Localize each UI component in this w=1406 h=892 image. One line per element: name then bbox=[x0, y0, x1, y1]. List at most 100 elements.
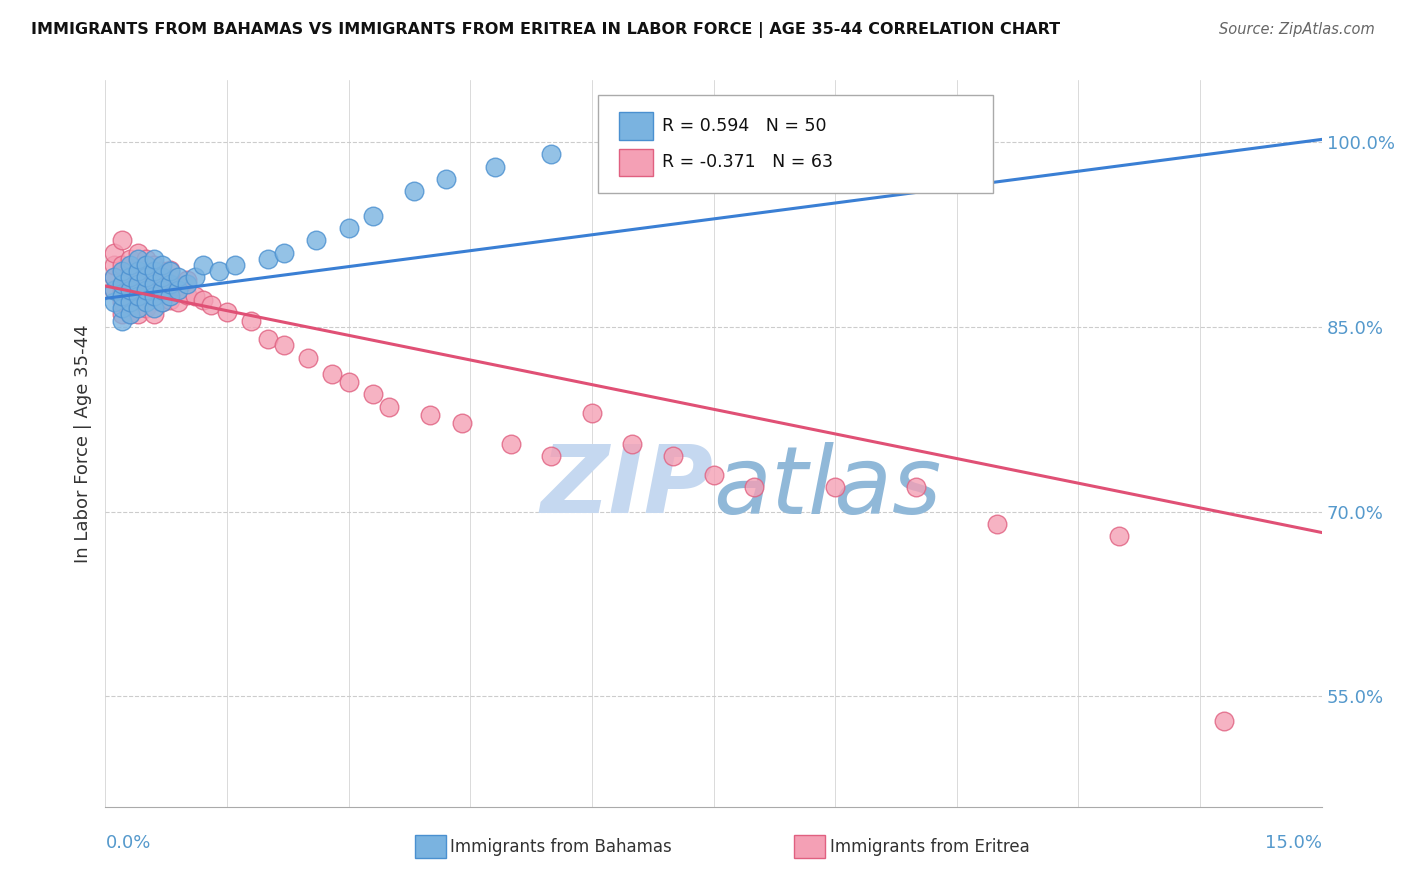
Point bbox=[451, 416, 474, 430]
Point bbox=[143, 289, 166, 303]
Point bbox=[118, 264, 141, 278]
Point bbox=[150, 258, 173, 272]
Point bbox=[361, 209, 384, 223]
Point bbox=[200, 297, 222, 311]
Point bbox=[217, 305, 239, 319]
Point bbox=[143, 307, 166, 321]
Point bbox=[118, 270, 141, 285]
Point bbox=[273, 338, 295, 352]
Point bbox=[118, 277, 141, 291]
Point bbox=[111, 301, 134, 316]
Text: Immigrants from Eritrea: Immigrants from Eritrea bbox=[830, 838, 1029, 855]
Point bbox=[167, 295, 190, 310]
Point bbox=[208, 264, 231, 278]
Text: Source: ZipAtlas.com: Source: ZipAtlas.com bbox=[1219, 22, 1375, 37]
Point bbox=[118, 252, 141, 266]
Point bbox=[361, 387, 384, 401]
Point bbox=[337, 221, 360, 235]
Point bbox=[127, 264, 149, 278]
Point bbox=[240, 313, 263, 327]
Point bbox=[111, 295, 134, 310]
Point bbox=[621, 437, 644, 451]
Point bbox=[159, 263, 181, 277]
Point bbox=[159, 277, 181, 291]
Point bbox=[118, 295, 141, 310]
Text: atlas: atlas bbox=[713, 442, 942, 533]
Point bbox=[540, 147, 562, 161]
Point bbox=[111, 283, 134, 297]
Point bbox=[150, 280, 173, 294]
Point bbox=[118, 258, 141, 272]
Point bbox=[103, 295, 125, 310]
Point bbox=[135, 295, 157, 310]
Point bbox=[402, 184, 425, 198]
Point bbox=[321, 367, 343, 381]
Point bbox=[224, 258, 246, 272]
FancyBboxPatch shape bbox=[619, 112, 652, 140]
Point bbox=[297, 351, 319, 365]
Point bbox=[905, 480, 928, 494]
Point bbox=[337, 375, 360, 389]
Point bbox=[111, 289, 134, 303]
Point bbox=[143, 258, 166, 272]
Point bbox=[111, 264, 134, 278]
Point bbox=[143, 252, 166, 266]
Point bbox=[103, 270, 125, 285]
Text: Immigrants from Bahamas: Immigrants from Bahamas bbox=[450, 838, 672, 855]
Point bbox=[702, 467, 725, 482]
Point bbox=[143, 277, 166, 291]
Point bbox=[273, 245, 295, 260]
FancyBboxPatch shape bbox=[598, 95, 993, 193]
Point bbox=[183, 270, 205, 285]
Point bbox=[103, 283, 125, 297]
Point bbox=[150, 264, 173, 278]
Point bbox=[127, 307, 149, 321]
Point bbox=[111, 277, 134, 291]
Point bbox=[1108, 529, 1130, 543]
Point bbox=[305, 234, 328, 248]
Point bbox=[499, 437, 522, 451]
Point bbox=[1213, 714, 1236, 728]
Point bbox=[484, 160, 506, 174]
Point bbox=[191, 293, 214, 307]
Point bbox=[111, 307, 134, 321]
Point bbox=[118, 295, 141, 310]
Point bbox=[135, 270, 157, 285]
Point bbox=[167, 279, 190, 293]
Point bbox=[419, 409, 441, 423]
Point bbox=[176, 287, 198, 301]
Point bbox=[183, 289, 205, 303]
Point bbox=[986, 516, 1008, 531]
Point bbox=[135, 252, 157, 266]
Point bbox=[167, 283, 190, 297]
Y-axis label: In Labor Force | Age 35-44: In Labor Force | Age 35-44 bbox=[73, 325, 91, 563]
Point bbox=[118, 307, 141, 321]
Point bbox=[135, 283, 157, 297]
Text: IMMIGRANTS FROM BAHAMAS VS IMMIGRANTS FROM ERITREA IN LABOR FORCE | AGE 35-44 CO: IMMIGRANTS FROM BAHAMAS VS IMMIGRANTS FR… bbox=[31, 22, 1060, 38]
Point bbox=[111, 313, 134, 327]
Point bbox=[127, 301, 149, 316]
Point bbox=[127, 277, 149, 291]
Point bbox=[118, 307, 141, 321]
Point bbox=[159, 264, 181, 278]
Text: ZIP: ZIP bbox=[541, 442, 713, 533]
Point bbox=[135, 258, 157, 272]
Point bbox=[103, 245, 125, 260]
Point bbox=[662, 449, 685, 463]
Point bbox=[159, 293, 181, 307]
Point bbox=[127, 289, 149, 303]
Point bbox=[127, 245, 149, 260]
Point bbox=[176, 273, 198, 287]
Point bbox=[127, 289, 149, 303]
Point bbox=[167, 270, 190, 285]
Point bbox=[150, 283, 173, 297]
Point bbox=[103, 270, 125, 285]
Point bbox=[150, 270, 173, 285]
Point bbox=[176, 277, 198, 291]
Point bbox=[127, 252, 149, 266]
Point bbox=[159, 289, 181, 303]
Text: R = -0.371   N = 63: R = -0.371 N = 63 bbox=[662, 153, 834, 171]
Point bbox=[434, 172, 457, 186]
Point bbox=[143, 273, 166, 287]
Point bbox=[135, 289, 157, 303]
